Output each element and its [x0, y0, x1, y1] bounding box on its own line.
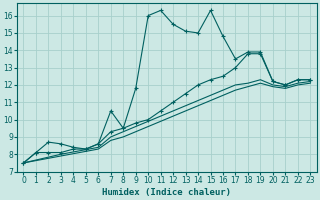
X-axis label: Humidex (Indice chaleur): Humidex (Indice chaleur) [102, 188, 231, 197]
